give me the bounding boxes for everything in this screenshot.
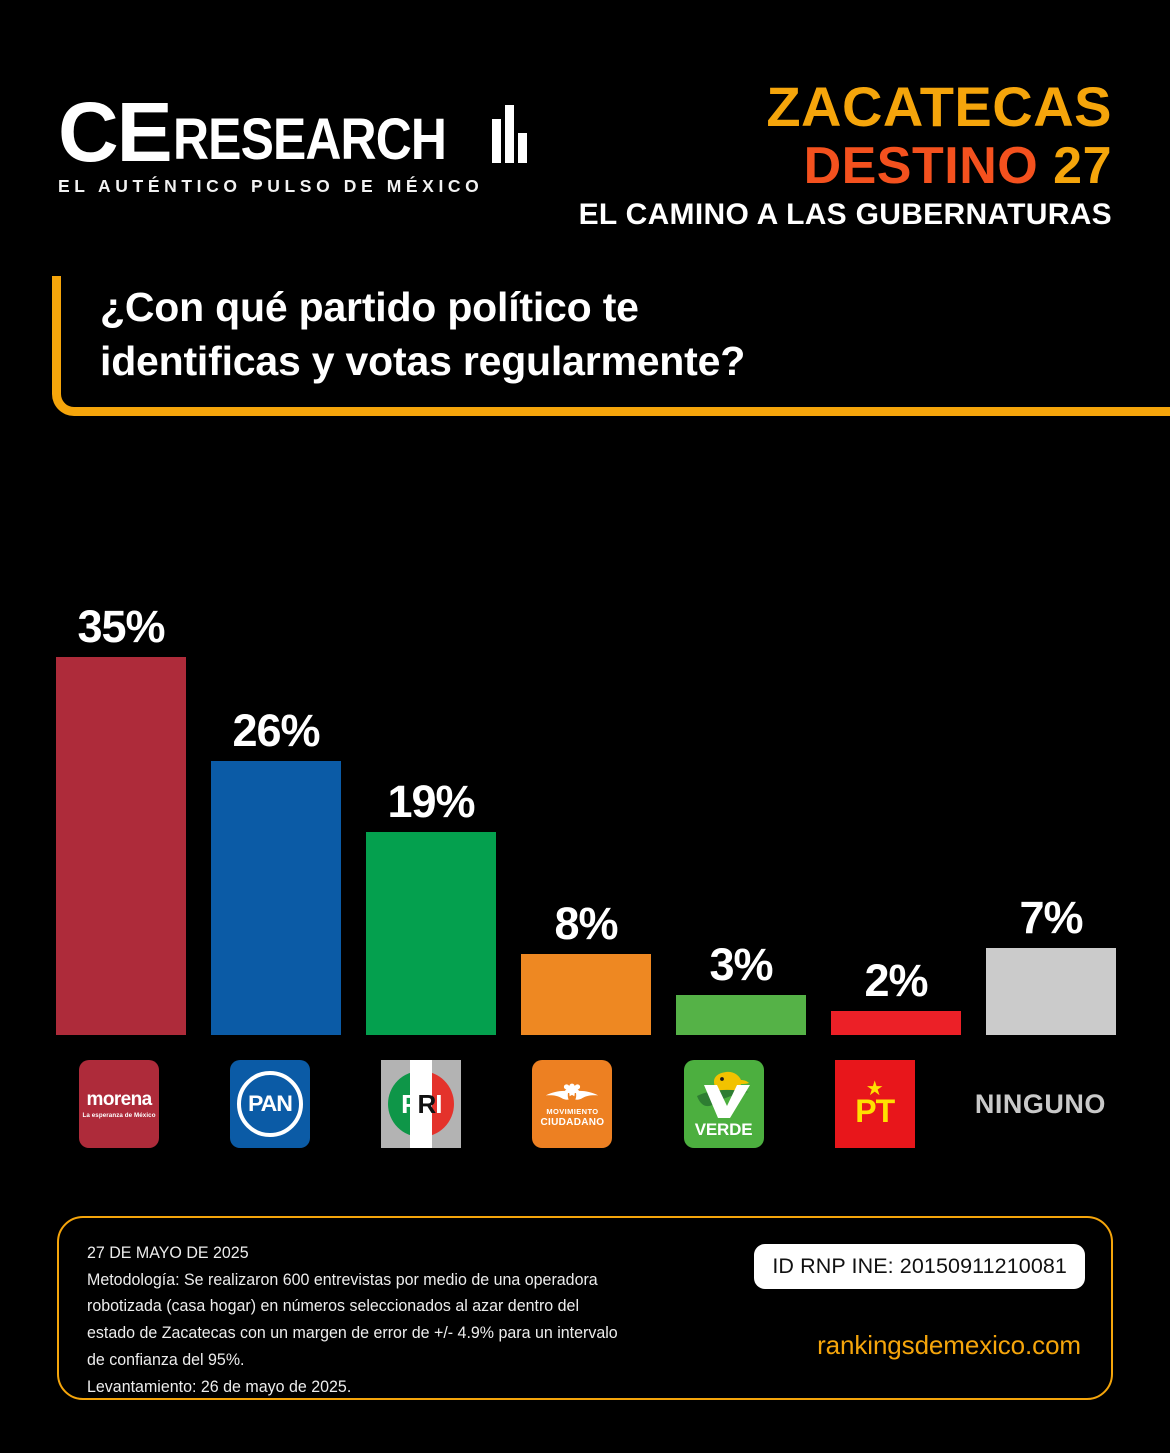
question-line-1: ¿Con qué partido político te xyxy=(100,284,639,330)
verde-logo-name: VERDE xyxy=(694,1120,753,1139)
ninguno-label: NINGUNO xyxy=(974,1088,1106,1119)
pri-logo-white-band xyxy=(410,1060,433,1148)
brand-logo: CE RESEARCH EL AUTÉNTICO PULSO DE MÉXICO xyxy=(58,85,528,197)
axis-cell-mc: MOVIMIENTO CIUDADANO xyxy=(509,1058,635,1150)
morena-logo: morena La esperanza de México xyxy=(79,1060,160,1148)
footer-box: 27 DE MAYO DE 2025 Metodología: Se reali… xyxy=(57,1216,1113,1400)
state-title: ZACATECAS xyxy=(766,75,1112,138)
morena-logo-subtitle: La esperanza de México xyxy=(82,1111,156,1119)
methodology-line-4: de confianza del 95%. xyxy=(87,1350,245,1369)
bar-value-ninguno: 7% xyxy=(1019,892,1083,943)
footer-date: 27 DE MAYO DE 2025 xyxy=(87,1244,249,1262)
axis-cell-morena: morena La esperanza de México xyxy=(56,1058,182,1150)
pri-letter-p: P xyxy=(401,1088,418,1119)
methodology-line-3: estado de Zacatecas con un margen de err… xyxy=(87,1324,618,1343)
bar-column-pri: 19% xyxy=(366,615,496,1035)
title-block: ZACATECAS DESTINO 27 EL CAMINO A LAS GUB… xyxy=(578,75,1112,232)
bar-morena xyxy=(56,657,186,1035)
logo-mark: CE RESEARCH xyxy=(58,85,528,180)
brand-tagline: EL AUTÉNTICO PULSO DE MÉXICO xyxy=(58,176,484,196)
axis-cell-pri: P R I xyxy=(358,1058,484,1150)
pri-logo: P R I xyxy=(381,1060,462,1148)
question-text: ¿Con qué partido político te identificas… xyxy=(100,280,1100,388)
bar-value-morena: 35% xyxy=(77,601,165,652)
bar-value-pt: 2% xyxy=(864,955,928,1006)
pvem-verde-logo: VERDE xyxy=(683,1060,764,1148)
question-bracket-accent xyxy=(52,276,1170,416)
methodology-line-2: robotizada (casa hogar) en números selec… xyxy=(87,1297,580,1316)
chart-plot-area: 35% 26% 19% 8% 3% 2% 7% xyxy=(56,604,1118,1035)
axis-cell-verde: VERDE xyxy=(661,1058,787,1150)
bar-pri xyxy=(366,832,496,1035)
destino-number: 27 xyxy=(1053,136,1112,195)
bar-column-verde: 3% xyxy=(676,615,806,1035)
question-block: ¿Con qué partido político te identificas… xyxy=(52,276,1170,416)
pt-logo: ★ PT xyxy=(834,1060,915,1148)
mc-logo-line1: MOVIMIENTO xyxy=(546,1106,599,1116)
pri-letter-i: I xyxy=(435,1088,442,1119)
bar-value-verde: 3% xyxy=(709,939,773,990)
methodology-block: 27 DE MAYO DE 2025 Metodología: Se reali… xyxy=(87,1240,707,1400)
bar-column-pt: 2% xyxy=(831,615,961,1035)
bar-pt xyxy=(831,1011,961,1035)
question-line-2: identificas y votas regularmente? xyxy=(100,338,746,385)
logo-research-text: RESEARCH xyxy=(172,107,447,173)
bar-column-morena: 35% xyxy=(56,604,186,1035)
website-link[interactable]: rankingsdemexico.com xyxy=(817,1330,1081,1360)
bar-column-ninguno: 7% xyxy=(986,615,1116,1035)
pan-logo-ring: PAN xyxy=(237,1071,304,1137)
axis-cell-pan: PAN xyxy=(207,1058,333,1150)
destino-title: DESTINO 27 xyxy=(579,137,1112,195)
header-subtitle: EL CAMINO A LAS GUBERNATURAS xyxy=(578,198,1112,232)
bar-mc xyxy=(521,954,651,1035)
bar-value-pri: 19% xyxy=(387,776,475,827)
fieldwork-line: Levantamiento: 26 de mayo de 2025. xyxy=(87,1377,352,1396)
bar-column-pan: 26% xyxy=(211,615,341,1035)
toucan-check-icon xyxy=(696,1071,750,1118)
bar-chart: 35% 26% 19% 8% 3% 2% 7% xyxy=(0,470,1170,1180)
axis-cell-pt: ★ PT xyxy=(812,1058,938,1150)
id-badge: ID RNP INE: 20150911210081 xyxy=(754,1244,1085,1289)
pt-logo-name: PT xyxy=(855,1093,895,1130)
movimiento-ciudadano-logo: MOVIMIENTO CIUDADANO xyxy=(532,1060,613,1148)
header: CE RESEARCH EL AUTÉNTICO PULSO DE MÉXICO… xyxy=(0,0,1170,260)
bar-ninguno xyxy=(986,948,1116,1035)
bar-column-mc: 8% xyxy=(521,615,651,1035)
bar-chart-icon xyxy=(492,103,528,163)
methodology-line-1: Metodología: Se realizaron 600 entrevist… xyxy=(87,1270,598,1289)
pri-logo-letters: P R I xyxy=(381,1060,461,1148)
eagle-icon xyxy=(546,1083,599,1100)
axis-cell-ninguno: NINGUNO xyxy=(963,1058,1118,1150)
bar-value-pan: 26% xyxy=(232,705,320,756)
chart-category-axis: morena La esperanza de México PAN P R I xyxy=(56,1058,1118,1150)
mc-logo-line2: CIUDADANO xyxy=(540,1116,605,1128)
morena-logo-name: morena xyxy=(86,1088,153,1110)
logo-ce-text: CE xyxy=(58,85,173,180)
bar-pan xyxy=(211,761,341,1035)
pri-letter-r: R xyxy=(417,1088,436,1119)
star-icon: ★ xyxy=(865,1078,884,1101)
pan-logo: PAN xyxy=(230,1060,311,1148)
pan-logo-name: PAN xyxy=(248,1091,293,1116)
destino-word: DESTINO xyxy=(803,136,1039,195)
bar-value-mc: 8% xyxy=(554,898,618,949)
bar-verde xyxy=(676,995,806,1035)
